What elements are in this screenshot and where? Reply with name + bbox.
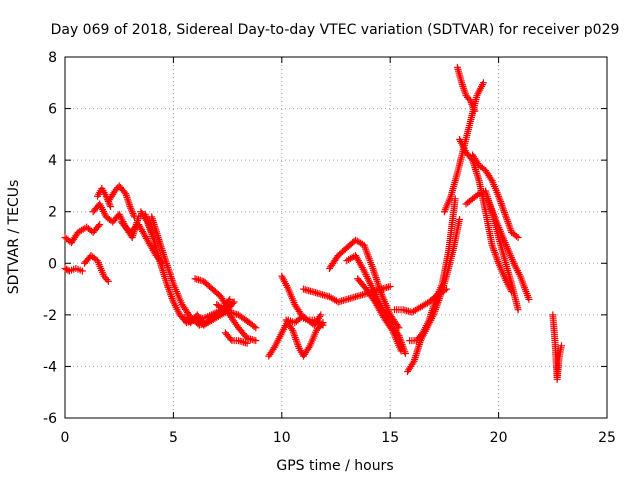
x-tick-label: 15 bbox=[381, 430, 399, 446]
x-axis-label: GPS time / hours bbox=[276, 458, 393, 474]
data-point bbox=[103, 276, 111, 284]
data-point bbox=[102, 192, 110, 200]
data-point bbox=[243, 339, 251, 347]
data-point bbox=[456, 215, 464, 223]
y-axis-label: SDTVAR / TECUs bbox=[6, 180, 22, 295]
series-arc-o bbox=[278, 272, 327, 329]
data-point bbox=[252, 324, 260, 332]
data-point bbox=[130, 213, 138, 221]
data-point bbox=[270, 344, 278, 352]
data-point bbox=[106, 201, 114, 209]
data-point bbox=[227, 335, 235, 343]
series-arc-ad bbox=[549, 311, 565, 383]
data-point bbox=[226, 295, 234, 303]
data-point bbox=[466, 97, 474, 105]
data-point bbox=[316, 313, 324, 321]
data-point bbox=[409, 359, 417, 367]
data-point bbox=[401, 350, 409, 358]
series-arc-w bbox=[406, 195, 459, 345]
data-point bbox=[468, 100, 476, 108]
data-point bbox=[359, 265, 367, 273]
data-point bbox=[127, 204, 135, 212]
series-arc-n bbox=[265, 311, 325, 360]
data-point bbox=[487, 175, 495, 183]
data-point bbox=[126, 203, 134, 211]
data-point bbox=[78, 267, 86, 275]
series-arc-p bbox=[282, 316, 327, 360]
data-point bbox=[467, 99, 475, 107]
data-point bbox=[470, 105, 478, 113]
data-point bbox=[397, 347, 405, 355]
series-arc-b bbox=[61, 264, 86, 275]
series-arc-y bbox=[453, 63, 479, 115]
series-arc-r bbox=[325, 236, 403, 332]
y-tick-label: 4 bbox=[48, 153, 57, 169]
data-point bbox=[317, 311, 325, 319]
data-point bbox=[514, 306, 522, 314]
data-point bbox=[104, 197, 112, 205]
y-tick-label: 8 bbox=[48, 50, 57, 66]
data-point bbox=[512, 232, 520, 240]
data-point bbox=[557, 342, 565, 350]
data-point bbox=[96, 221, 104, 229]
series-arc-ab bbox=[469, 151, 522, 241]
series-arc-t bbox=[354, 275, 405, 355]
data-point bbox=[130, 211, 138, 219]
y-tick-label: 6 bbox=[48, 102, 57, 118]
y-tick-label: 0 bbox=[48, 256, 57, 272]
data-point bbox=[473, 191, 481, 199]
x-tick-label: 0 bbox=[61, 430, 70, 446]
data-point bbox=[229, 299, 237, 307]
x-tick-label: 10 bbox=[273, 430, 291, 446]
y-tick-label: -6 bbox=[43, 411, 57, 427]
data-point bbox=[142, 216, 150, 224]
data-point bbox=[104, 277, 112, 285]
data-point bbox=[250, 322, 258, 330]
data-point bbox=[225, 297, 233, 305]
data-point bbox=[386, 282, 394, 290]
series-arc-ac bbox=[484, 195, 533, 303]
data-point bbox=[469, 102, 477, 110]
data-point bbox=[302, 315, 310, 323]
x-tick-label: 20 bbox=[490, 430, 508, 446]
data-point bbox=[471, 107, 479, 115]
data-point bbox=[105, 199, 113, 207]
data-point bbox=[288, 325, 296, 333]
data-point bbox=[127, 206, 135, 214]
chart-title: Day 069 of 2018, Sidereal Day-to-day VTE… bbox=[51, 22, 620, 38]
x-tick-label: 25 bbox=[598, 430, 616, 446]
x-tick-label: 5 bbox=[169, 430, 178, 446]
data-point bbox=[305, 344, 313, 352]
data-point bbox=[319, 319, 327, 327]
x-axis-ticks: 0 5 10 15 20 25 bbox=[61, 57, 616, 446]
data-point bbox=[128, 208, 136, 216]
y-axis-ticks: -6 -4 -2 0 2 4 6 8 bbox=[43, 50, 607, 427]
data-point bbox=[469, 104, 477, 112]
series-arc-a bbox=[61, 221, 104, 247]
data-point bbox=[479, 79, 487, 87]
series-arc-m bbox=[221, 329, 251, 347]
data-point bbox=[252, 337, 260, 345]
data-point bbox=[451, 195, 459, 203]
y-tick-label: -2 bbox=[43, 308, 57, 324]
y-tick-label: -4 bbox=[43, 359, 57, 375]
data-point bbox=[318, 320, 326, 328]
series-arc-c bbox=[81, 252, 112, 285]
data-point bbox=[107, 203, 115, 211]
data-points bbox=[61, 63, 565, 383]
data-point bbox=[230, 298, 238, 306]
data-point bbox=[129, 209, 137, 217]
data-point bbox=[525, 295, 533, 303]
series-arc-e bbox=[104, 182, 138, 221]
data-point bbox=[104, 196, 112, 204]
y-tick-label: 2 bbox=[48, 205, 57, 221]
series-arc-f bbox=[94, 185, 115, 211]
series-arc-l bbox=[213, 301, 260, 345]
data-point bbox=[514, 234, 522, 241]
data-point bbox=[94, 222, 102, 230]
data-point bbox=[103, 194, 111, 202]
